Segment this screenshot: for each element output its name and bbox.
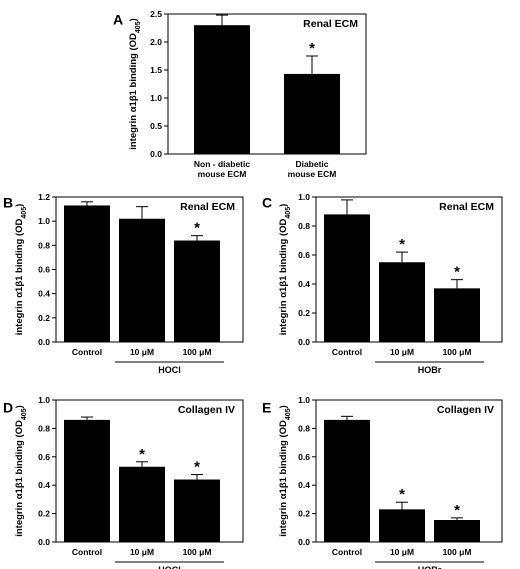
category-label: 10 μM [390, 347, 414, 357]
bar [434, 519, 480, 542]
panel-a: A 0.0 0.5 1.0 1.5 2.0 2.5 integrin α1β1 binding… [113, 9, 367, 179]
y-axis-label: integrin α1β1 binding (OD405) [278, 405, 292, 537]
significance-star: * [194, 459, 200, 476]
y-tick-label: 0.6 [298, 452, 310, 462]
y-tick-label: 0.8 [38, 240, 50, 250]
bar [434, 288, 480, 342]
y-tick-label: 0.2 [298, 509, 310, 519]
category-label: mouse ECM [288, 169, 337, 179]
category-label: Control [332, 347, 362, 357]
group-label: HOBr [418, 365, 442, 375]
bar [284, 73, 340, 154]
panel-title: Collagen IV [437, 404, 494, 416]
category-label: 100 μM [443, 347, 472, 357]
panel-title: Collagen IV [178, 404, 235, 416]
panel-letter: E [262, 399, 271, 415]
bar [379, 509, 425, 542]
y-tick-label: 0.0 [38, 337, 50, 347]
category-label: 100 μM [183, 347, 212, 357]
significance-star: * [454, 502, 460, 519]
y-tick-label: 1.2 [38, 192, 50, 202]
category-label: Control [72, 547, 102, 557]
panel-e: E 0.0 0.2 0.4 0.6 0.8 1.0 integrin α1β1 binding… [262, 395, 503, 569]
category-label: 10 μM [130, 347, 154, 357]
panel-title: Renal ECM [439, 201, 494, 213]
significance-star: * [399, 486, 405, 503]
y-tick-label: 0.5 [150, 121, 162, 131]
significance-star: * [309, 40, 315, 57]
panel-letter: B [3, 194, 13, 210]
bar [64, 205, 110, 342]
y-tick-label: 1.0 [150, 93, 162, 103]
y-axis-label: integrin α1β1 binding (OD405) [14, 204, 28, 336]
y-tick-label: 0.0 [38, 537, 50, 547]
y-tick-label: 0.8 [38, 423, 50, 433]
bar [379, 262, 425, 342]
y-tick-label: 1.5 [150, 65, 162, 75]
y-tick-label: 1.0 [38, 216, 50, 226]
panel-letter: C [262, 194, 272, 210]
y-axis-label: integrin α1β1 binding (OD405) [128, 18, 142, 150]
category-label: 10 μM [130, 547, 154, 557]
y-tick-label: 0.2 [38, 509, 50, 519]
category-label: Control [332, 547, 362, 557]
group-label: HOCl [158, 365, 181, 375]
y-tick-label: 0.4 [298, 480, 310, 490]
y-tick-label: 2.5 [150, 9, 162, 19]
plot-frame [167, 13, 367, 155]
y-tick-label: 0.0 [150, 149, 162, 159]
y-axis-label: integrin α1β1 binding (OD405) [278, 204, 292, 336]
panel-letter: D [3, 399, 13, 415]
panel-d: D 0.0 0.2 0.4 0.6 0.8 1.0 integrin α1β1 binding… [3, 395, 244, 569]
category-label: Diabetic [295, 159, 328, 169]
y-tick-label: 0.0 [298, 537, 310, 547]
y-tick-label: 1.0 [298, 192, 310, 202]
panel-title: Renal ECM [303, 18, 358, 30]
significance-star: * [139, 446, 145, 463]
y-tick-label: 1.0 [38, 395, 50, 405]
bar [324, 419, 370, 542]
y-tick-label: 0.2 [298, 308, 310, 318]
panel-b: B 0.0 0.2 0.4 0.6 0.8 1.0 1.2 integrin α1β1 bind… [3, 192, 244, 375]
y-tick-label: 0.2 [38, 313, 50, 323]
category-label: 10 μM [390, 547, 414, 557]
y-tick-label: 1.0 [298, 395, 310, 405]
y-tick-label: 0.4 [38, 289, 50, 299]
panel-letter: A [113, 11, 123, 27]
y-tick-label: 0.4 [38, 480, 50, 490]
category-label: 100 μM [443, 547, 472, 557]
y-tick-label: 0.6 [38, 452, 50, 462]
y-tick-label: 0.6 [38, 265, 50, 275]
significance-star: * [194, 220, 200, 237]
significance-star: * [399, 236, 405, 253]
y-tick-label: 0.0 [298, 337, 310, 347]
panel-title: Renal ECM [180, 201, 235, 213]
group-label: HOCl [158, 565, 181, 569]
group-label: HOBr [418, 565, 442, 569]
bar [174, 479, 220, 542]
category-label: mouse ECM [198, 169, 247, 179]
category-label: 100 μM [183, 547, 212, 557]
y-tick-label: 0.8 [298, 221, 310, 231]
y-tick-label: 0.4 [298, 279, 310, 289]
bar [324, 214, 370, 342]
bar [119, 218, 165, 342]
significance-star: * [454, 264, 460, 281]
y-tick-label: 0.8 [298, 423, 310, 433]
category-label: Non - diabetic [194, 159, 250, 169]
bar [194, 25, 250, 155]
y-tick-label: 2.0 [150, 37, 162, 47]
bar [119, 466, 165, 542]
bar [64, 419, 110, 542]
bar [174, 240, 220, 342]
category-label: Control [72, 347, 102, 357]
y-axis-label: integrin α1β1 binding (OD405) [14, 405, 28, 537]
y-tick-label: 0.6 [298, 250, 310, 260]
panel-c: C 0.0 0.2 0.4 0.6 0.8 1.0 integrin α1β1 binding… [262, 192, 503, 375]
